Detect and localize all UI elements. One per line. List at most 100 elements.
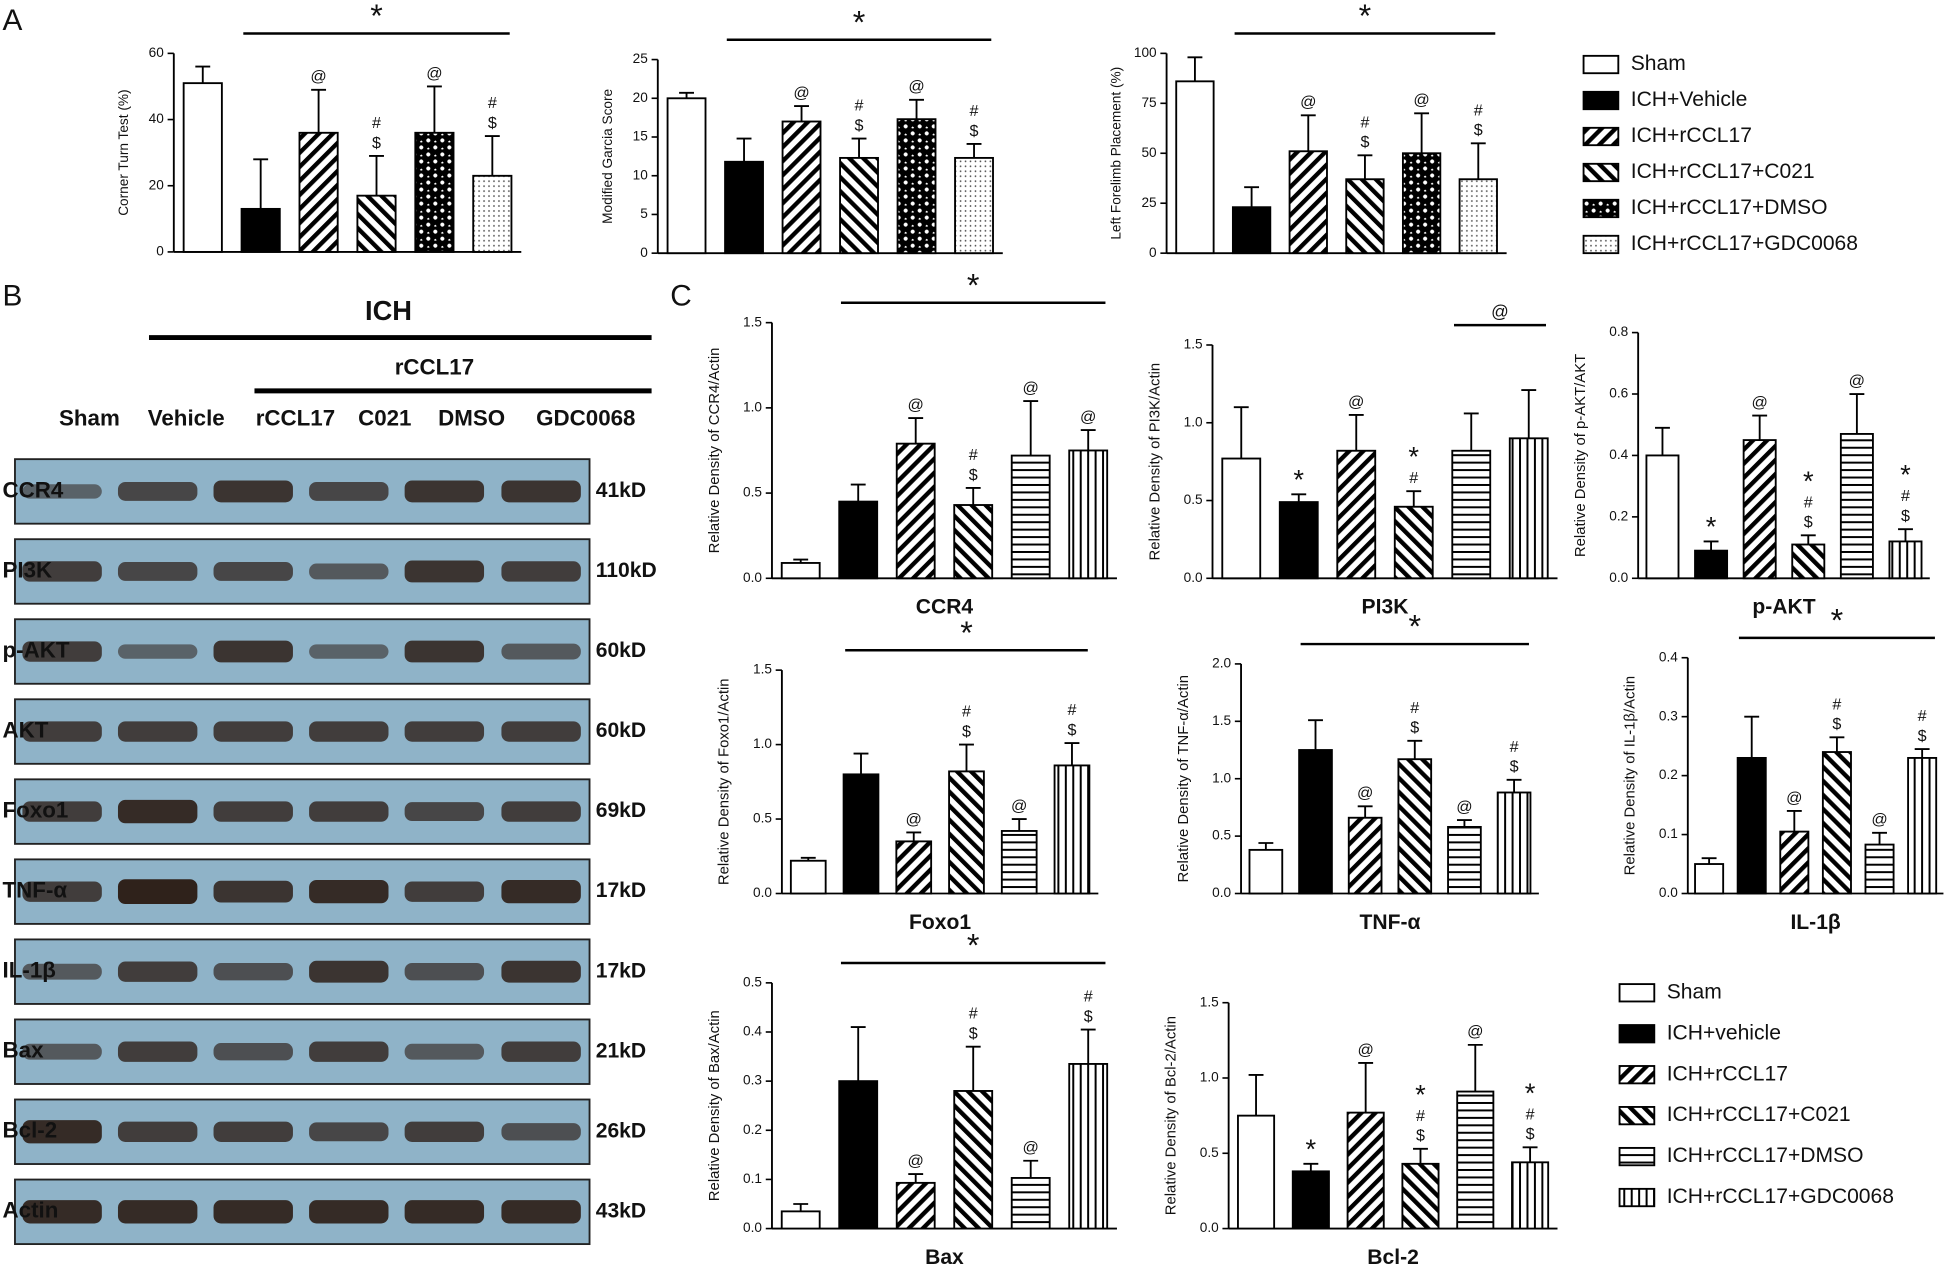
error-bar — [1064, 742, 1080, 766]
bar — [1742, 439, 1777, 580]
significance-mark: # — [962, 703, 971, 721]
blot-band — [404, 802, 485, 822]
significance-mark: # — [1360, 113, 1369, 131]
x-axis-label: IL-1β — [1790, 911, 1840, 934]
blot-membrane — [14, 698, 591, 765]
y-tick-label: 5 — [640, 206, 648, 221]
bracket-label: * — [960, 615, 973, 651]
blot-band — [309, 879, 389, 904]
bar — [1000, 830, 1038, 895]
bar — [1791, 543, 1826, 580]
significance-mark: # — [1474, 101, 1483, 119]
error-bar — [1308, 719, 1323, 751]
bar — [1068, 1063, 1109, 1230]
band-size: 26kD — [596, 1119, 646, 1142]
bar — [1888, 540, 1923, 580]
significance-mark: @ — [1011, 797, 1027, 815]
blot-band — [309, 960, 389, 983]
y-tick-label: 0 — [640, 245, 648, 260]
y-tick-label: 0.5 — [743, 974, 762, 989]
significance-mark: # — [970, 102, 979, 120]
band-size: 21kD — [596, 1039, 646, 1062]
band-size: 43kD — [596, 1199, 646, 1222]
significance-mark: $ — [969, 466, 978, 484]
protein-label: CCR4 — [3, 477, 64, 502]
blot-band — [213, 1200, 293, 1224]
y-tick-label: 0.5 — [1212, 828, 1231, 843]
bar — [895, 442, 936, 580]
blot-membrane — [14, 538, 591, 605]
error-bar — [800, 856, 816, 861]
error-bar — [426, 85, 442, 133]
y-axis-label: Relative Density of IL-1β/Actin — [1623, 676, 1639, 876]
protein-label: IL-1β — [3, 958, 56, 983]
y-tick-label: 10 — [633, 167, 649, 182]
error-bar — [1456, 819, 1472, 827]
legend-label: ICH+rCCL17+DMSO — [1631, 196, 1828, 219]
significance-mark: @ — [1786, 789, 1802, 807]
significance-mark: # — [1918, 707, 1927, 725]
significance-mark: # — [1832, 695, 1841, 713]
legend-label: ICH+rCCL17+C021 — [1631, 160, 1815, 183]
protein-label: Foxo1 — [3, 798, 69, 823]
error-bar — [1258, 842, 1274, 850]
bar — [780, 562, 821, 580]
y-tick-label: 0 — [1149, 245, 1157, 260]
error-bar — [1244, 186, 1260, 208]
bracket-label: @ — [1491, 301, 1509, 321]
blot-band — [213, 880, 293, 903]
lane-label: C021 — [358, 405, 411, 430]
error-bar — [1522, 1146, 1538, 1163]
bar — [953, 1090, 994, 1230]
bar — [1821, 751, 1852, 895]
bar — [789, 859, 827, 895]
y-axis-label: Modified Garcia Score — [600, 89, 615, 224]
blot-band — [309, 1122, 389, 1142]
legend-label: Sham — [1631, 52, 1686, 75]
protein-label: AKT — [3, 717, 49, 742]
blot-band — [501, 721, 581, 742]
bracket-label: * — [1409, 609, 1422, 645]
bar — [1401, 1162, 1440, 1230]
error-bar — [1413, 1147, 1428, 1164]
x-axis-label: CCR4 — [916, 596, 974, 619]
error-bar — [1357, 805, 1373, 818]
bar — [780, 1210, 821, 1230]
significance-mark: $ — [1832, 715, 1841, 733]
y-tick-label: 0.3 — [1659, 708, 1678, 723]
blot-membrane — [14, 778, 591, 845]
legend-label: Sham — [1667, 980, 1722, 1003]
legend-label: ICH+rCCL17+DMSO — [1667, 1144, 1864, 1167]
significance-mark: $ — [1410, 719, 1419, 737]
y-tick-label: 0.0 — [1184, 570, 1203, 585]
y-tick-label: 1.0 — [1184, 414, 1203, 429]
error-bar — [1080, 1028, 1096, 1064]
y-tick-label: 0.2 — [1609, 508, 1628, 523]
error-bar — [736, 137, 752, 162]
error-bar — [369, 155, 384, 196]
blot-band — [501, 643, 581, 660]
significance-mark: $ — [1416, 1127, 1425, 1145]
lane-label: rCCL17 — [256, 405, 335, 430]
blot-band — [117, 961, 198, 982]
blot-band — [117, 799, 198, 824]
bar — [1447, 825, 1482, 895]
bar — [1345, 178, 1385, 255]
band-size: 60kD — [596, 639, 646, 662]
significance-mark: @ — [908, 1152, 924, 1170]
error-bar — [1291, 493, 1307, 503]
protein-label: Bcl-2 — [3, 1118, 58, 1143]
y-tick-label: 0.1 — [743, 1171, 762, 1186]
blot-band — [404, 881, 485, 902]
error-bar — [850, 483, 866, 502]
legend-swatch — [1582, 54, 1620, 75]
error-bar — [253, 158, 269, 209]
y-tick-label: 40 — [149, 111, 165, 126]
y-tick-label: 1.0 — [1200, 1070, 1219, 1085]
error-bar — [851, 137, 867, 158]
y-tick-label: 75 — [1141, 95, 1157, 110]
significance-mark: # — [1901, 487, 1910, 505]
bar — [1397, 758, 1433, 895]
bar — [948, 770, 985, 895]
